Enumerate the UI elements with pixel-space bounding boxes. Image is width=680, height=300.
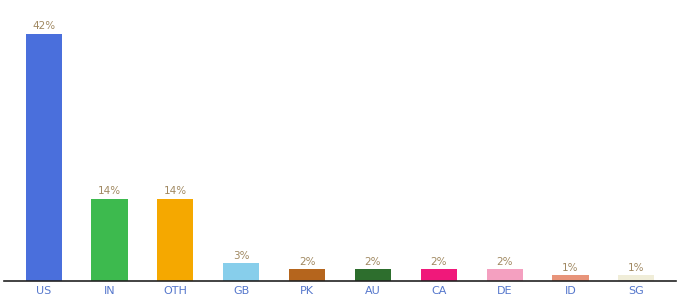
Bar <box>552 275 589 281</box>
Bar <box>157 199 194 281</box>
Bar <box>355 269 391 281</box>
Bar <box>421 269 457 281</box>
Text: 2%: 2% <box>496 257 513 267</box>
Bar <box>223 263 259 281</box>
Bar <box>91 199 128 281</box>
Text: 3%: 3% <box>233 251 250 261</box>
Bar <box>289 269 325 281</box>
Bar <box>486 269 523 281</box>
Text: 14%: 14% <box>164 186 187 196</box>
Bar <box>26 34 62 281</box>
Text: 42%: 42% <box>32 21 55 31</box>
Text: 2%: 2% <box>364 257 381 267</box>
Text: 2%: 2% <box>299 257 316 267</box>
Bar <box>618 275 654 281</box>
Text: 14%: 14% <box>98 186 121 196</box>
Text: 1%: 1% <box>562 263 579 273</box>
Text: 2%: 2% <box>430 257 447 267</box>
Text: 1%: 1% <box>628 263 645 273</box>
